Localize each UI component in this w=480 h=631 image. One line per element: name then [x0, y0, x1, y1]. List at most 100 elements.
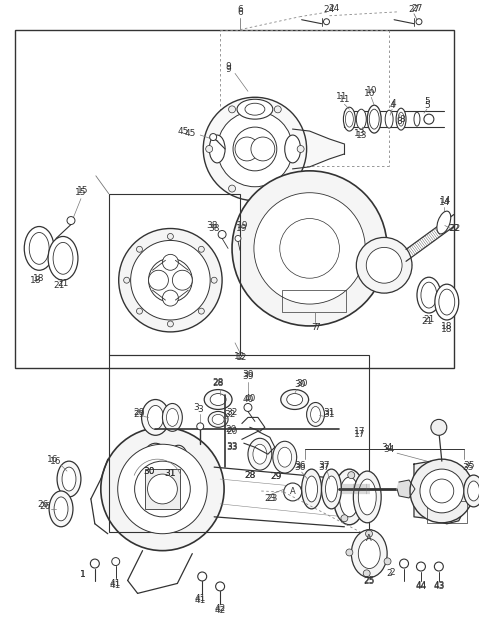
Ellipse shape [237, 99, 273, 119]
Text: 33: 33 [226, 442, 238, 451]
Text: 25: 25 [363, 577, 375, 586]
Circle shape [218, 230, 226, 239]
Text: 36: 36 [294, 463, 305, 471]
Circle shape [232, 171, 387, 326]
Text: 11: 11 [336, 91, 347, 101]
Circle shape [346, 549, 353, 556]
Bar [427, 501, 467, 523]
Text: 16: 16 [48, 455, 59, 464]
Ellipse shape [54, 497, 68, 521]
Text: 10: 10 [365, 86, 377, 95]
Circle shape [90, 559, 99, 568]
Text: 19: 19 [237, 221, 249, 230]
Text: 24: 24 [329, 4, 340, 13]
Text: 31: 31 [324, 408, 335, 417]
Ellipse shape [167, 408, 179, 427]
Text: 42: 42 [215, 604, 226, 613]
Text: 25: 25 [363, 576, 375, 585]
Text: 4: 4 [390, 98, 396, 108]
Text: 40: 40 [244, 394, 256, 403]
Text: 2: 2 [389, 568, 395, 577]
Text: 9: 9 [225, 65, 231, 74]
Circle shape [211, 277, 217, 283]
Circle shape [235, 137, 259, 161]
Circle shape [119, 228, 222, 332]
Text: 28: 28 [244, 471, 256, 480]
Circle shape [168, 321, 173, 327]
Text: 30: 30 [143, 466, 154, 476]
Text: A: A [290, 488, 296, 497]
Text: 13: 13 [356, 131, 367, 139]
Text: 3: 3 [197, 405, 203, 414]
Text: 15: 15 [75, 188, 87, 198]
Text: 28: 28 [213, 378, 224, 387]
Text: 18: 18 [30, 276, 42, 285]
Bar [15, 30, 454, 368]
Text: 12: 12 [236, 353, 248, 362]
Text: 22: 22 [449, 224, 460, 233]
Circle shape [118, 444, 207, 534]
Circle shape [363, 570, 370, 577]
Ellipse shape [210, 394, 226, 406]
Ellipse shape [343, 107, 355, 131]
Circle shape [410, 459, 474, 523]
Text: 4: 4 [389, 101, 395, 110]
Ellipse shape [273, 441, 297, 473]
Text: 44: 44 [415, 582, 427, 591]
Text: 36: 36 [294, 461, 305, 469]
Circle shape [172, 270, 192, 290]
Ellipse shape [322, 469, 341, 509]
Text: 39: 39 [242, 370, 254, 379]
Text: 18: 18 [441, 322, 453, 331]
Circle shape [297, 146, 304, 153]
Ellipse shape [421, 282, 437, 308]
Circle shape [131, 240, 210, 320]
Ellipse shape [369, 109, 379, 129]
Text: 31: 31 [165, 469, 176, 478]
Text: 39: 39 [242, 372, 254, 381]
Text: 2: 2 [386, 569, 392, 578]
Circle shape [274, 185, 281, 192]
Text: 8: 8 [399, 115, 405, 124]
Circle shape [431, 420, 447, 435]
Text: 21: 21 [421, 317, 432, 326]
Ellipse shape [437, 211, 451, 234]
Ellipse shape [278, 447, 292, 467]
Text: 20: 20 [227, 427, 238, 436]
Ellipse shape [311, 406, 321, 422]
Circle shape [147, 474, 178, 504]
Bar [282, 290, 347, 312]
Text: 38: 38 [208, 224, 220, 233]
Text: 6: 6 [237, 5, 243, 15]
Ellipse shape [439, 289, 455, 315]
Text: 21: 21 [53, 281, 65, 290]
Ellipse shape [346, 111, 353, 127]
Bar [144, 469, 180, 509]
Ellipse shape [62, 467, 76, 491]
Ellipse shape [57, 461, 81, 497]
Text: 16: 16 [50, 457, 62, 466]
Ellipse shape [245, 103, 265, 115]
Polygon shape [414, 461, 464, 524]
Circle shape [206, 146, 213, 153]
Ellipse shape [29, 232, 49, 264]
Text: 41: 41 [110, 581, 121, 590]
Ellipse shape [385, 110, 393, 128]
Text: 41: 41 [110, 579, 121, 588]
Ellipse shape [301, 469, 322, 509]
Ellipse shape [49, 491, 73, 527]
Text: 29: 29 [133, 408, 144, 417]
Circle shape [366, 247, 402, 283]
Bar [109, 194, 240, 355]
Text: 15: 15 [77, 186, 89, 195]
Circle shape [233, 127, 277, 171]
Text: 32: 32 [224, 410, 236, 419]
Ellipse shape [142, 399, 169, 435]
Circle shape [228, 106, 236, 113]
Text: 35: 35 [463, 461, 474, 469]
Circle shape [198, 246, 204, 252]
Circle shape [148, 258, 192, 302]
Ellipse shape [144, 443, 168, 471]
Circle shape [203, 97, 307, 201]
Text: 11: 11 [339, 95, 350, 103]
